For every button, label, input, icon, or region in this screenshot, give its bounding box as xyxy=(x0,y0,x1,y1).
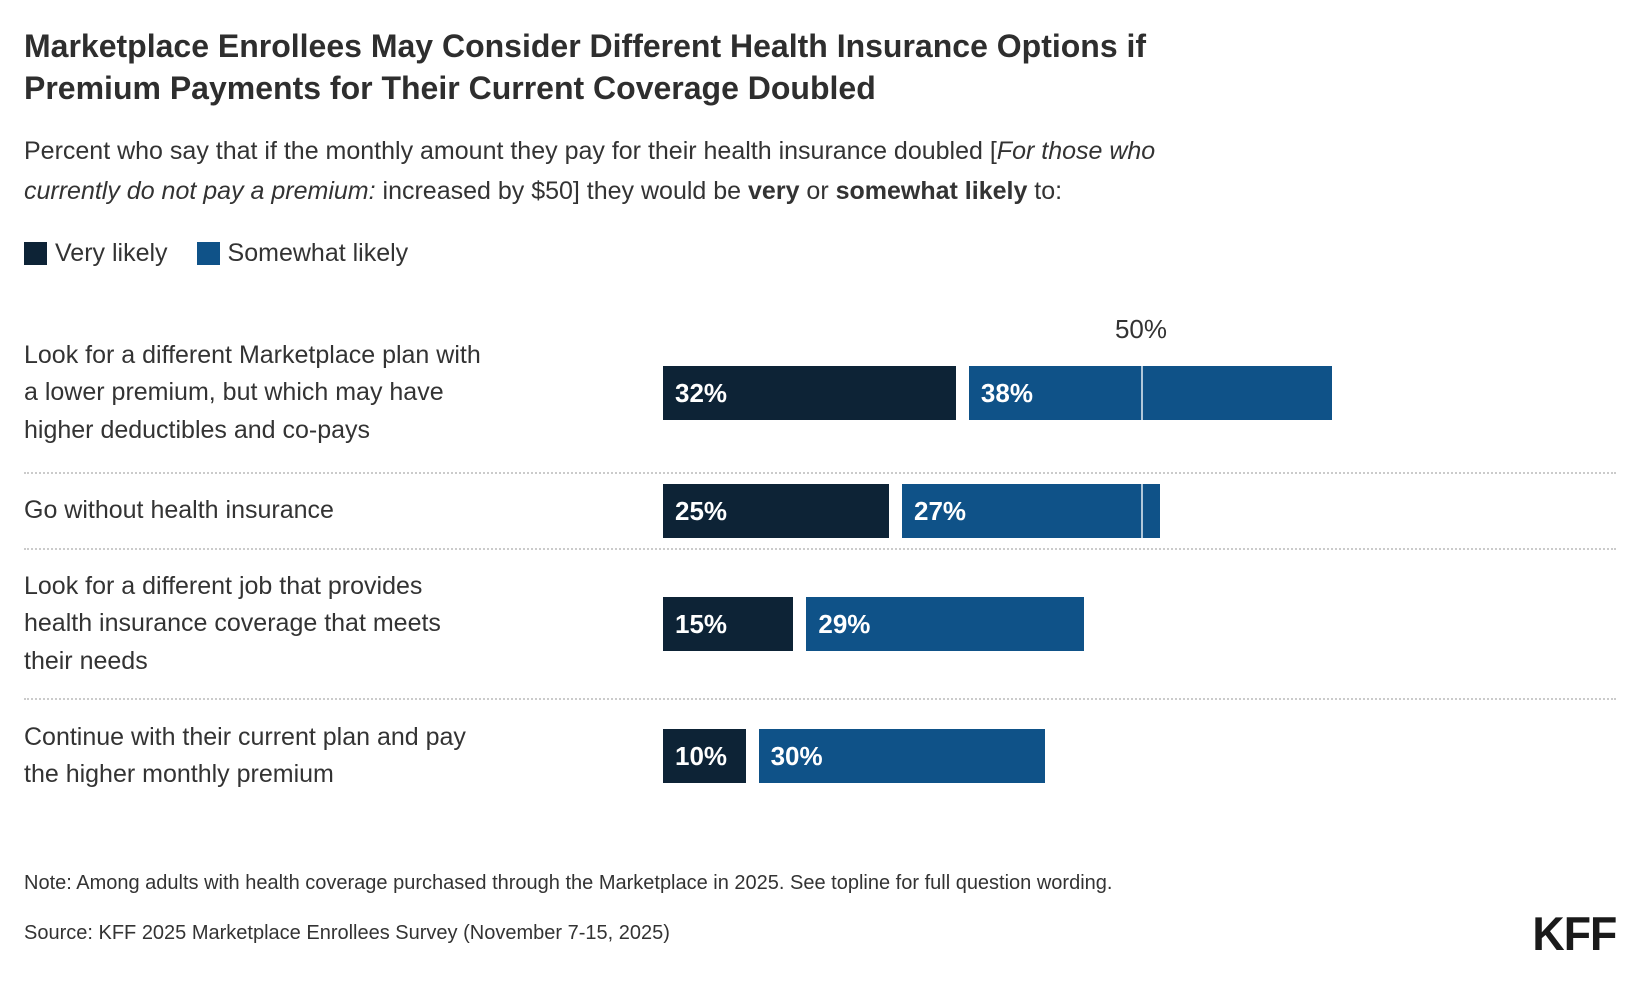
note-text: Note: Among adults with health coverage … xyxy=(24,872,1113,895)
bar-value-label: 29% xyxy=(818,608,871,639)
subtitle-segment: Percent who say that if the monthly amou… xyxy=(24,137,997,166)
chart-row: Continue with their current plan and pay… xyxy=(24,700,1616,812)
subtitle-segment: somewhat likely xyxy=(835,177,1028,206)
chart-footer: Note: Among adults with health coverage … xyxy=(24,870,1617,961)
kff-logo: KFF xyxy=(1532,907,1617,961)
chart-row: Go without health insurance 25% 27% xyxy=(24,474,1616,551)
stacked-bar: 10% 30% xyxy=(663,729,1616,784)
subtitle-segment: For those who currently do not pay a pre… xyxy=(24,137,1156,206)
chart-row: Look for a different job that provides h… xyxy=(24,550,1616,701)
bar-segment-somewhat-likely: 30% xyxy=(758,729,1046,784)
legend-item-very-likely: Very likely xyxy=(24,239,168,268)
legend: Very likely Somewhat likely xyxy=(24,239,1616,268)
category-label: Look for a different Marketplace plan wi… xyxy=(24,340,481,444)
category-label: Go without health insurance xyxy=(24,496,334,525)
subtitle-segment: to: xyxy=(1027,177,1063,206)
bar-value-label: 32% xyxy=(675,377,728,408)
bar-value-label: 25% xyxy=(675,495,728,526)
legend-label: Very likely xyxy=(55,239,168,268)
bar-segment-very-likely: 15% xyxy=(663,597,794,652)
subtitle-segment: or xyxy=(799,177,836,206)
stacked-bar: 32% 38% 50% xyxy=(663,315,1616,421)
legend-item-somewhat-likely: Somewhat likely xyxy=(196,239,409,268)
reference-line-label: 50% xyxy=(1114,314,1168,345)
bar-value-label: 38% xyxy=(980,377,1033,408)
subtitle-segment: increased by $50] they would be xyxy=(375,177,749,206)
legend-swatch-somewhat-likely xyxy=(196,242,220,266)
bar-segment-somewhat-likely: 27% xyxy=(902,484,1161,539)
chart-title: Marketplace Enrollees May Consider Diffe… xyxy=(24,28,1147,106)
bar-value-label: 27% xyxy=(914,495,967,526)
bar-area: 25% 27% xyxy=(663,484,1616,539)
legend-swatch-very-likely xyxy=(24,242,47,266)
reference-line-50 xyxy=(1141,366,1143,421)
source-row: Source: KFF 2025 Marketplace Enrollees S… xyxy=(24,907,1617,961)
bar-segment-very-likely: 10% xyxy=(663,729,746,784)
category-label: Look for a different job that provides h… xyxy=(24,571,441,675)
source-text: Source: KFF 2025 Marketplace Enrollees S… xyxy=(24,922,670,945)
bar-segment-very-likely: 25% xyxy=(663,484,889,539)
bar-segment-very-likely: 32% xyxy=(663,366,956,421)
bar-area: 10% 30% xyxy=(663,729,1616,784)
stacked-bar-chart: Look for a different Marketplace plan wi… xyxy=(24,300,1616,812)
category-label: Continue with their current plan and pay… xyxy=(24,722,466,789)
stacked-bar: 15% 29% xyxy=(663,597,1616,652)
reference-line-50 xyxy=(1141,484,1143,539)
legend-label: Somewhat likely xyxy=(227,239,409,268)
chart-row: Look for a different Marketplace plan wi… xyxy=(24,300,1616,475)
subtitle-segment: very xyxy=(748,177,800,206)
bar-value-label: 15% xyxy=(675,608,728,639)
bar-value-label: 30% xyxy=(770,740,823,771)
bar-value-label: 10% xyxy=(675,740,728,771)
chart-subtitle: Percent who say that if the monthly amou… xyxy=(24,131,1616,211)
bar-area: 15% 29% xyxy=(663,597,1616,652)
bar-segment-somewhat-likely: 38% xyxy=(968,366,1333,421)
bar-area: 32% 38% 50% xyxy=(663,315,1616,421)
bar-segment-somewhat-likely: 29% xyxy=(806,597,1084,652)
stacked-bar: 25% 27% xyxy=(663,484,1616,539)
